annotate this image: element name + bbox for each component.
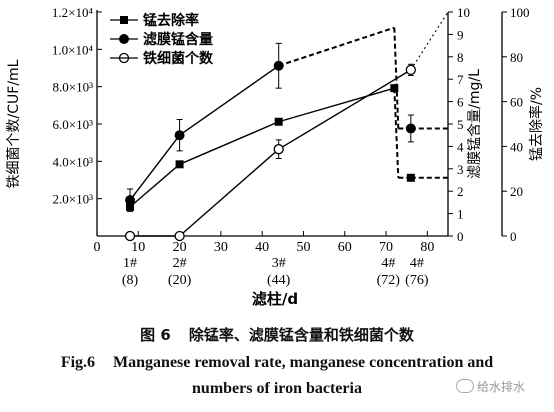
caption-en-text-2: numbers of iron bacteria: [192, 380, 362, 397]
mid-y-tick-label: 5: [457, 117, 464, 132]
removal-rate-point: [406, 173, 415, 182]
mid-y-tick-label: 8: [457, 50, 464, 65]
caption-en-line2: numbers of iron bacteria: [0, 380, 554, 398]
right-y-tick-label: 20: [510, 184, 523, 199]
mn-content-point: [273, 60, 284, 71]
mn-content-point: [174, 130, 185, 141]
removal-rate-point: [126, 202, 135, 211]
mid-y-tick-label: 7: [457, 72, 464, 87]
right-y-tick-label: 100: [510, 5, 530, 20]
x-category-value: (8): [122, 273, 139, 288]
mid-y-tick-label: 10: [457, 5, 470, 20]
mid-y-tick-label: 0: [457, 229, 464, 244]
iron-bacteria-point: [174, 230, 185, 242]
x-category-value: (76): [405, 273, 429, 288]
mid-y-axis-label: 滤膜锰含量/mg/L: [467, 69, 483, 179]
x-tick-label: 60: [338, 240, 352, 255]
removal-rate-line: [278, 87, 395, 123]
mid-y-tick-label: 6: [457, 95, 464, 110]
mid-y-tick-label: 1: [457, 207, 464, 222]
mn-content-point: [125, 195, 136, 206]
watermark-text: 给水排水: [477, 380, 526, 394]
iron-bacteria-point: [124, 230, 136, 242]
x-category-label: 2#: [173, 256, 187, 271]
x-category-label: 3#: [272, 256, 286, 271]
x-tick-label: 40: [255, 240, 269, 255]
chat-bubble-icon: [456, 379, 474, 393]
caption-cn-text: 除锰率、滤膜锰含量和铁细菌个数: [188, 326, 414, 344]
mn-content-point: [405, 123, 416, 134]
caption-cn-fig: 图 6: [140, 326, 171, 344]
left-y-tick-label: 1.2×10⁴: [52, 5, 94, 20]
x-tick-label: 70: [379, 240, 393, 255]
removal-rate-point: [274, 117, 283, 126]
left-y-tick-label: 2.0×10³: [53, 192, 94, 207]
left-y-tick-label: 8.0×10³: [53, 80, 94, 95]
caption-en-line1: Fig.6 Manganese removal rate, manganese c…: [0, 354, 554, 372]
labels-layer: 0 10 20 30 40 50 60 70 801#(8)2#(20)3#(44)4#(72)…: [6, 5, 545, 308]
iron-bacteria-line: [278, 69, 412, 150]
iron-bacteria-point: [273, 144, 284, 155]
watermark: 给水排水: [456, 378, 525, 395]
left-y-axis-label: 铁细菌个数/CUF/mL: [6, 59, 22, 188]
series-layer: [118, 11, 449, 242]
ticks: [96, 11, 507, 237]
removal-rate-line: [179, 121, 279, 165]
legend-label: 锰去除率: [143, 12, 199, 29]
caption-cn: 图 6 除锰率、滤膜锰含量和铁细菌个数: [0, 324, 554, 345]
x-category-label: 4#: [381, 256, 395, 271]
x-category-label: 4#: [410, 256, 424, 271]
x-category-value: (72): [377, 273, 401, 288]
iron-bacteria-line-tail: [410, 11, 449, 71]
right-y-tick-label: 60: [510, 95, 523, 110]
caption-en-text-1: Manganese removal rate, manganese concen…: [113, 354, 494, 371]
left-y-tick-label: 1.0×10⁴: [52, 42, 94, 57]
x-category-value: (20): [168, 273, 192, 288]
mid-y-tick-label: 9: [457, 27, 464, 42]
x-tick-label: 30: [214, 240, 228, 255]
x-axis-label: 滤柱/d: [252, 290, 298, 308]
x-tick-label: 50: [296, 240, 310, 255]
right-y-tick-label: 0: [510, 229, 517, 244]
iron-bacteria-point: [405, 64, 416, 76]
legend-label: 滤膜锰含量: [143, 31, 213, 48]
x-tick-label: 20: [173, 240, 187, 255]
iron-bacteria-line: [179, 148, 280, 237]
right-y-tick-label: 40: [510, 139, 523, 154]
removal-rate-point: [175, 160, 184, 169]
removal-rate-line: [129, 163, 181, 208]
removal-rate-point: [390, 84, 399, 93]
left-y-tick-label: 4.0×10³: [53, 154, 94, 169]
mid-y-tick-label: 3: [457, 162, 464, 177]
caption-en-fig: Fig.6: [60, 354, 96, 371]
x-category-value: (44): [267, 273, 291, 288]
chart: 0 10 20 30 40 50 60 70 801#(8)2#(20)3#(44)4#(72)…: [6, 5, 545, 308]
x-category-label: 1#: [123, 256, 137, 271]
mn-content-line: [278, 26, 395, 67]
x-tick-label: 10: [131, 240, 145, 255]
mn-content-line: [179, 65, 280, 136]
right-y-tick-label: 80: [510, 50, 523, 65]
legend-label: 铁细菌个数: [143, 50, 214, 67]
mid-y-tick-label: 2: [457, 184, 464, 199]
x-tick-label: 0: [94, 240, 101, 255]
mid-y-tick-label: 4: [457, 139, 464, 154]
right-y-axis-label: 锰去除率/%: [528, 87, 545, 161]
x-tick-label: 80: [420, 240, 434, 255]
mn-content-line: [129, 134, 181, 201]
left-y-tick-label: 6.0×10³: [53, 117, 94, 132]
removal-rate-line: [393, 88, 400, 178]
